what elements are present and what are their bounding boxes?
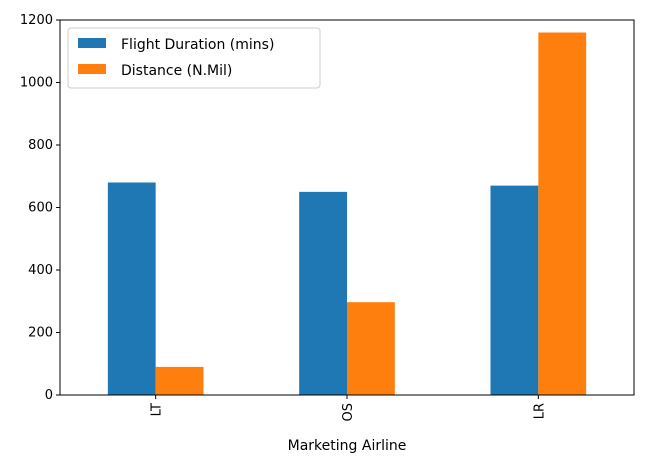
bars-group — [107, 32, 587, 395]
y-tick-label: 800 — [28, 138, 53, 153]
legend-box — [67, 27, 321, 89]
legend-swatch-distance — [78, 64, 106, 74]
x-tick-label-lr: LR — [532, 403, 547, 419]
legend-swatch-flight-duration — [78, 38, 106, 48]
bar-lt-flight-duration — [107, 182, 156, 395]
x-tick-label-lt: LT — [150, 403, 165, 416]
y-tick-label: 400 — [28, 263, 53, 278]
bar-lr-flight-duration — [490, 185, 539, 395]
x-axis-label: Marketing Airline — [288, 438, 407, 454]
y-tick-label: 1200 — [20, 13, 53, 28]
y-axis-ticks: 0 200 400 600 800 1000 1200 — [20, 13, 60, 403]
x-tick-label-os: OS — [341, 403, 356, 421]
y-tick-label: 200 — [28, 326, 53, 341]
x-axis-ticks: LT OS LR — [150, 395, 547, 421]
bar-os-distance — [347, 302, 395, 395]
legend-label-flight-duration: Flight Duration (mins) — [121, 37, 274, 53]
legend-label-distance: Distance (N.Mil) — [121, 63, 232, 79]
y-tick-label: 600 — [28, 201, 53, 216]
bar-os-flight-duration — [299, 191, 347, 395]
plot-frame — [59, 19, 635, 396]
y-tick-label: 0 — [45, 388, 53, 403]
y-tick-label: 1000 — [20, 76, 53, 91]
legend: Flight Duration (mins) Distance (N.Mil) — [67, 27, 321, 89]
bar-lr-distance — [538, 32, 587, 395]
bar-lt-distance — [155, 366, 204, 395]
